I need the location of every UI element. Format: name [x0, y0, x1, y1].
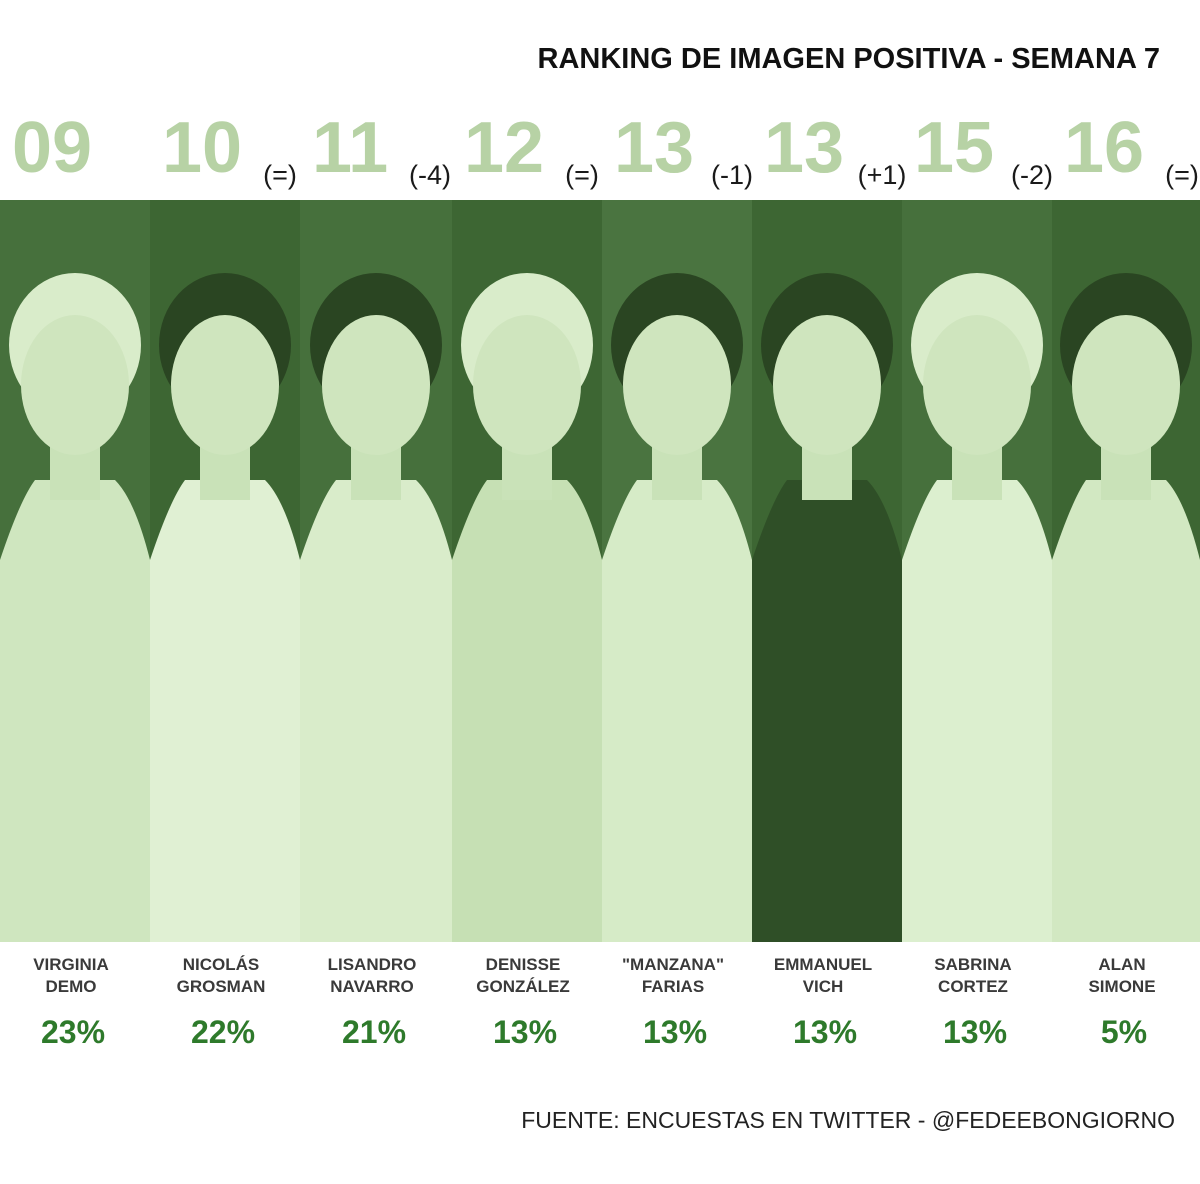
candidate-name: "MANZANA" [622, 955, 724, 974]
rank-change: (=) [565, 160, 599, 190]
percent: 13% [643, 1014, 707, 1050]
person-body [902, 480, 1052, 942]
person-face [923, 315, 1031, 455]
rank-change: (+1) [858, 160, 907, 190]
candidate-name: EMMANUEL [774, 955, 872, 974]
person-face [773, 315, 881, 455]
rank-number: 13 [614, 108, 694, 188]
source: FUENTE: ENCUESTAS EN TWITTER - @FEDEEBON… [521, 1107, 1175, 1133]
person-face [1072, 315, 1180, 455]
rank-number: 16 [1064, 108, 1144, 188]
person-body [452, 480, 602, 942]
rank-change: (=) [263, 160, 297, 190]
rank-change: (-1) [711, 160, 753, 190]
candidate-name: ALAN [1098, 955, 1145, 974]
candidate-name: NAVARRO [330, 977, 413, 996]
person-face [473, 315, 581, 455]
candidate-name: GONZÁLEZ [476, 977, 570, 996]
candidate-name: NICOLÁS [183, 955, 260, 974]
candidate-name: VICH [803, 977, 844, 996]
person-face [171, 315, 279, 455]
candidate-name: VIRGINIA [33, 955, 109, 974]
candidate-name: CORTEZ [938, 977, 1008, 996]
percent: 23% [41, 1014, 105, 1050]
person-face [21, 315, 129, 455]
rank-number: 12 [464, 108, 544, 188]
rank-number: 10 [162, 108, 242, 188]
rank-change: (-4) [409, 160, 451, 190]
person-face [322, 315, 430, 455]
columns: 09 VIRGINIA DEMO 23% 10 (=) NICOLÁS GROSMAN 22% 1… [0, 108, 1200, 1050]
rank-change: (=) [1165, 160, 1199, 190]
percent: 22% [191, 1014, 255, 1050]
percent: 21% [342, 1014, 406, 1050]
person-body [752, 480, 902, 942]
candidate-name: FARIAS [642, 977, 704, 996]
title: RANKING DE IMAGEN POSITIVA - SEMANA 7 [538, 43, 1160, 75]
rank-number: 15 [914, 108, 994, 188]
rank-number: 11 [312, 108, 388, 188]
percent: 13% [943, 1014, 1007, 1050]
candidate-name: DENISSE [486, 955, 561, 974]
percent: 13% [493, 1014, 557, 1050]
person-body [0, 480, 150, 942]
rank-number: 09 [12, 108, 92, 188]
percent: 13% [793, 1014, 857, 1050]
rank-number: 13 [764, 108, 844, 188]
person-body [150, 480, 300, 942]
person-body [300, 480, 452, 942]
rank-change: (-2) [1011, 160, 1053, 190]
candidate-name: LISANDRO [328, 955, 417, 974]
candidate-name: SIMONE [1088, 977, 1155, 996]
candidate-name: GROSMAN [177, 977, 266, 996]
percent: 5% [1101, 1014, 1147, 1050]
person-face [623, 315, 731, 455]
candidate-name: SABRINA [934, 955, 1011, 974]
person-body [602, 480, 752, 942]
person-body [1052, 480, 1200, 942]
candidate-name: DEMO [46, 977, 97, 996]
